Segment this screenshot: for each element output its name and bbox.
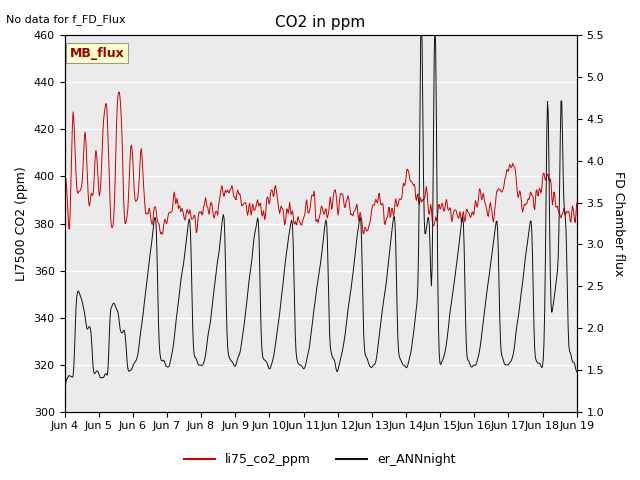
Y-axis label: LI7500 CO2 (ppm): LI7500 CO2 (ppm) — [15, 166, 28, 281]
Y-axis label: FD Chamber flux: FD Chamber flux — [612, 171, 625, 276]
Text: MB_flux: MB_flux — [70, 47, 124, 60]
Title: CO2 in ppm: CO2 in ppm — [275, 15, 365, 30]
Text: No data for f_FD_Flux: No data for f_FD_Flux — [6, 14, 126, 25]
Legend: li75_co2_ppm, er_ANNnight: li75_co2_ppm, er_ANNnight — [179, 448, 461, 471]
